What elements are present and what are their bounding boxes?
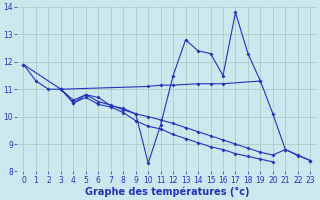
X-axis label: Graphe des températures (°c): Graphe des températures (°c) xyxy=(85,186,249,197)
